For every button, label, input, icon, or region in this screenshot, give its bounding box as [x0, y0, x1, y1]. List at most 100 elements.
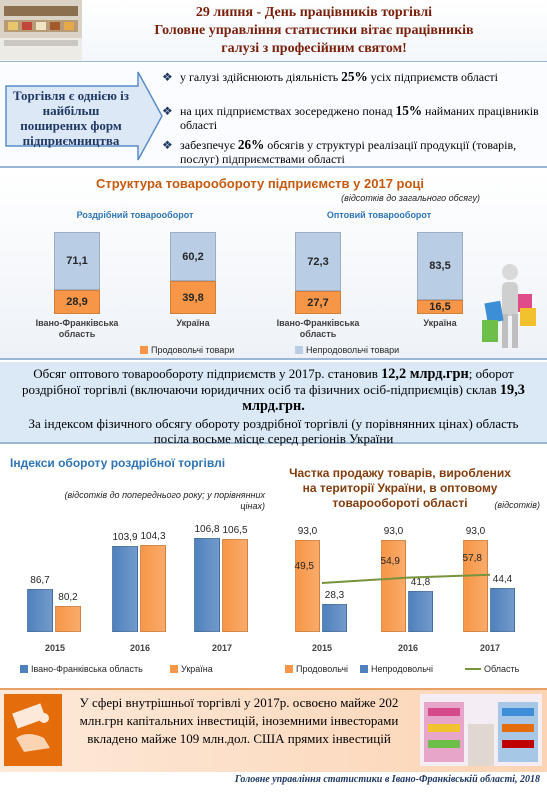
money-icon	[4, 694, 62, 766]
bar	[490, 588, 515, 632]
text-run: 25%	[341, 69, 368, 84]
x-tick-label: 2015	[44, 643, 66, 653]
bar	[463, 539, 488, 632]
legend-swatch	[140, 346, 148, 354]
text-run: Обсяг оптового товарообороту підприємств…	[33, 366, 382, 381]
value-label: 93,0	[383, 525, 404, 537]
value-label: 27,7	[307, 296, 329, 309]
legend-label: Продовольчі товари	[151, 345, 235, 355]
header-line: Головне управління статистики вітає прац…	[154, 23, 474, 38]
intro-callout: Торгівля є однією із найбільш поширених …	[12, 88, 130, 148]
text-run: 12,2 млрд.грн	[381, 366, 469, 382]
line-value-label: 49,5	[294, 560, 314, 572]
text-run: у галузі здійснюють діяльність	[180, 70, 342, 84]
bar-segment	[170, 281, 216, 314]
bullet-marker: ❖	[162, 70, 173, 84]
bullet-list: ❖ у галузі здійснюють діяльність 25% усіх…	[162, 70, 542, 172]
chart-title: Індекси обороту роздрібної торгівлі	[10, 456, 226, 470]
bar-segment	[295, 232, 341, 292]
chart-title: Частка продажу товарів, вироблених на те…	[289, 466, 511, 510]
bar	[222, 538, 248, 632]
value-label: 86,7	[30, 575, 50, 587]
value-label: 44,4	[492, 574, 513, 586]
bar-segment	[295, 291, 341, 314]
footer: Головне управління статистики в Івано-Фр…	[234, 774, 540, 785]
bar	[295, 539, 320, 632]
value-label: 28,3	[324, 589, 345, 601]
legend-item: Продовольчі товари	[140, 345, 234, 355]
chart-subtitle: (відсотків)	[494, 500, 540, 510]
bullet-marker: ❖	[162, 104, 173, 118]
investment-text: У сфері внутрішньої торгівлі у 2017р. ос…	[79, 695, 399, 746]
bar	[322, 603, 347, 632]
legend-swatch	[295, 346, 303, 354]
chart-subtitle: (відсотків до попереднього року; у порів…	[64, 490, 265, 511]
bar-segment	[54, 290, 100, 314]
text-run: ; оборот роздрібної торгівлі (включаючи …	[22, 366, 514, 397]
bar	[381, 539, 406, 632]
value-label: 80,2	[58, 591, 78, 603]
bullet: ❖ у галузі здійснюють діяльність 25% усіх…	[162, 70, 542, 98]
store-photo	[0, 0, 82, 60]
legend-label: Продовольчі	[296, 664, 349, 674]
header-line: галузі з професійним святом!	[221, 41, 407, 56]
legend-swatch	[360, 665, 368, 673]
chart-subtitle: (відсотків до загального обсягу)	[341, 193, 480, 203]
value-label: 72,3	[307, 255, 329, 268]
value-label: 39,8	[182, 291, 204, 304]
legend-label: Івано-Франківська область	[31, 664, 143, 674]
legend-item: Продовольчі	[285, 664, 348, 674]
legend-label: Непродовольчі	[371, 664, 433, 674]
x-tick-label: Івано-Франківська область	[35, 318, 119, 339]
legend-item: Непродовольчі товари	[295, 345, 399, 355]
value-label: 16,5	[429, 301, 451, 314]
summary-paragraph: За індексом фізичного обсягу обороту роз…	[16, 416, 531, 446]
text-run: 15%	[395, 103, 423, 118]
x-tick-label: 2016	[397, 643, 419, 653]
text-run: За індексом фізичного обсягу обороту роз…	[28, 416, 519, 446]
value-label: 104,3	[140, 530, 166, 542]
bar	[27, 589, 53, 632]
legend-item: Україна	[170, 664, 213, 674]
legend-label: Україна	[181, 664, 213, 674]
legend-item: Область	[465, 664, 519, 674]
legend-swatch	[465, 668, 481, 670]
legend-item: Івано-Франківська область	[20, 664, 143, 674]
bar-segment	[170, 232, 216, 282]
bullet: ❖ на цих підприємствах зосереджено понад …	[162, 103, 542, 133]
bar-segment	[417, 300, 463, 314]
value-label: 93,0	[465, 525, 486, 537]
text-run: 26%	[237, 137, 265, 152]
text-run: на цих підприємствах зосереджено понад	[180, 104, 396, 118]
header-line: 29 липня - День працівників торгівлі	[195, 5, 433, 20]
bar	[140, 544, 166, 632]
header-title: 29 липня - День працівників торгівлі Голо…	[84, 4, 544, 58]
shopper-icon	[482, 264, 536, 348]
value-label: 93,0	[297, 525, 318, 537]
value-label: 106,8	[194, 524, 220, 536]
x-tick-label: Івано-Франківська область	[276, 318, 360, 339]
text-run: найманих працівників області	[180, 104, 539, 132]
bar-segment	[417, 232, 463, 301]
header	[0, 0, 547, 62]
bar	[194, 538, 220, 632]
legend-item: Непродовольчі	[360, 664, 433, 674]
value-label: 41,8	[410, 576, 431, 588]
text-run: 19,3 млрд.грн.	[242, 382, 525, 414]
value-label: 60,2	[182, 250, 204, 263]
text-run: забезпечує	[180, 138, 238, 152]
value-label: 28,9	[66, 296, 88, 309]
legend-swatch	[285, 665, 293, 673]
x-tick-label: Україна	[176, 318, 210, 328]
summary-paragraph: Обсяг оптового товарообороту підприємств…	[16, 366, 531, 414]
legend-swatch	[170, 665, 178, 673]
bar-segment	[54, 232, 100, 291]
bullet: ❖ забезпечує 26% обсягів у структурі реал…	[162, 137, 542, 167]
group-label: Оптовий товарооборот	[326, 210, 432, 220]
value-label: 103,9	[112, 531, 138, 543]
x-tick-label: 2015	[311, 643, 333, 653]
group-label: Роздрібний товарооборот	[76, 210, 194, 220]
x-tick-label: 2017	[211, 643, 233, 653]
x-tick-label: Україна	[423, 318, 457, 328]
